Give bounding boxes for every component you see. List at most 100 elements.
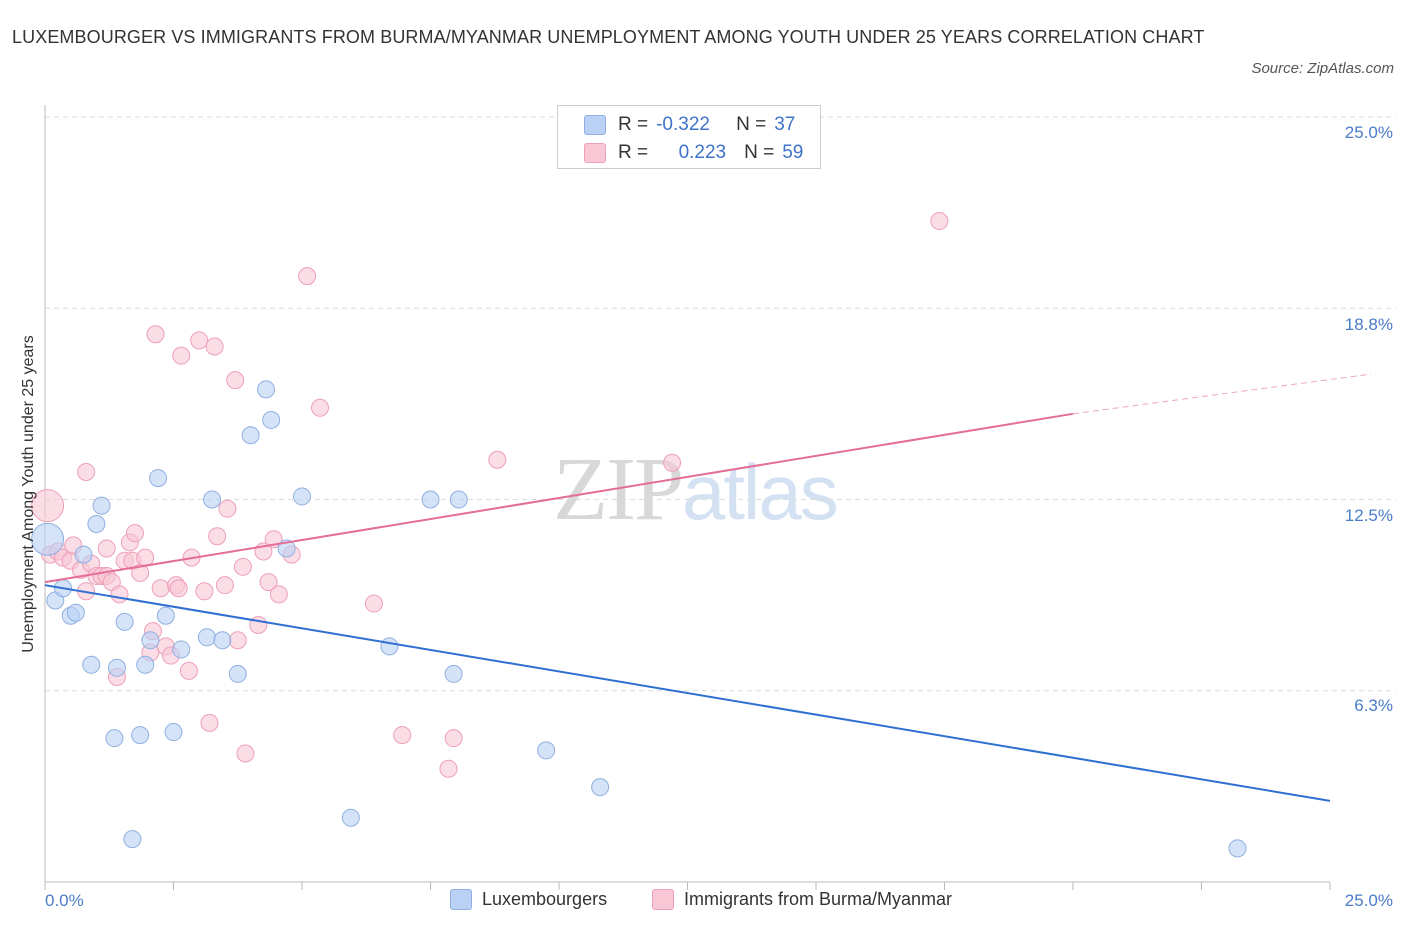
data-point — [439, 759, 458, 778]
data-point — [179, 661, 198, 680]
data-point — [87, 514, 106, 533]
x-tick-label-max: 25.0% — [1344, 891, 1393, 910]
data-point — [203, 490, 222, 509]
axes — [44, 105, 1331, 890]
data-point — [77, 462, 96, 481]
r-value-pink: 0.223 — [678, 142, 727, 163]
legend-item-burma: Immigrants from Burma/Myanmar — [652, 889, 952, 910]
data-point — [364, 594, 383, 613]
data-point — [74, 545, 93, 564]
watermark-atlas: atlas — [682, 448, 839, 536]
data-point — [257, 380, 276, 399]
data-point — [151, 579, 170, 598]
legend-row-blue: R = -0.322 N = 37 — [584, 113, 795, 137]
y-axis-label: Unemployment Among Youth under 25 years — [20, 335, 37, 653]
data-point — [310, 398, 329, 417]
data-point — [241, 426, 260, 445]
r-label: R = — [618, 114, 649, 135]
data-point — [488, 450, 507, 469]
data-point — [190, 331, 209, 350]
data-point — [537, 741, 556, 760]
chart-title: LUXEMBOURGER VS IMMIGRANTS FROM BURMA/MY… — [12, 27, 1205, 47]
blue-swatch — [450, 889, 472, 910]
data-point — [233, 557, 252, 576]
data-point — [269, 585, 288, 604]
data-point — [298, 267, 317, 286]
data-point — [123, 830, 142, 849]
y-tick-label: 18.8% — [1344, 315, 1393, 334]
data-point — [449, 490, 468, 509]
data-point — [172, 640, 191, 659]
data-point — [164, 723, 183, 742]
data-point — [156, 606, 175, 625]
y-tick-label: 25.0% — [1344, 123, 1393, 142]
data-point — [92, 496, 111, 515]
pink-trend-line — [44, 412, 1074, 584]
y-tick-label: 12.5% — [1344, 506, 1393, 525]
data-point — [421, 490, 440, 509]
data-point — [82, 655, 101, 674]
watermark-zip: ZIP — [553, 440, 684, 539]
legend-label-luxembourgers: Luxembourgers — [482, 889, 608, 909]
n-label: N = — [744, 142, 775, 163]
data-point — [205, 337, 224, 356]
data-point — [31, 522, 65, 556]
data-point — [236, 744, 255, 763]
legend-label-burma: Immigrants from Burma/Myanmar — [684, 889, 953, 909]
y-tick-label: 6.3% — [1354, 696, 1393, 715]
n-value-pink: 59 — [782, 142, 804, 163]
pink-series-points — [31, 212, 949, 778]
data-point — [293, 487, 311, 506]
data-point — [105, 729, 124, 748]
data-point — [169, 579, 188, 598]
data-point — [125, 524, 144, 543]
data-point — [136, 655, 155, 674]
data-point — [380, 637, 399, 656]
data-point — [213, 631, 232, 650]
source-label: Source: ZipAtlas.com — [1251, 60, 1394, 77]
blue-series-points — [31, 380, 1247, 858]
data-point — [208, 527, 227, 546]
stats-legend: R = -0.322 N = 37 R = 0.223 N = 59 — [557, 105, 821, 169]
data-point — [172, 346, 191, 365]
data-point — [444, 729, 463, 748]
data-point — [131, 726, 150, 745]
data-point — [226, 371, 245, 390]
data-point — [663, 453, 682, 472]
pink-swatch — [584, 143, 606, 163]
data-point — [136, 548, 155, 567]
data-point — [31, 489, 65, 523]
pink-swatch — [652, 889, 674, 910]
data-point — [141, 631, 160, 650]
data-point — [1228, 839, 1247, 858]
data-point — [107, 658, 126, 677]
x-tick-label-min: 0.0% — [45, 891, 84, 910]
data-point — [341, 808, 360, 827]
data-point — [115, 612, 134, 631]
blue-swatch — [584, 115, 606, 135]
data-point — [228, 631, 247, 650]
data-point — [262, 410, 281, 429]
data-point — [146, 325, 165, 344]
legend-item-luxembourgers: Luxembourgers — [450, 889, 607, 910]
n-value-blue: 37 — [774, 114, 796, 135]
blue-trend-line — [44, 584, 1331, 802]
data-point — [218, 499, 237, 518]
data-point — [197, 628, 216, 647]
data-point — [97, 539, 116, 558]
data-point — [110, 585, 129, 604]
data-point — [200, 713, 219, 732]
pink-trend-extension — [1072, 373, 1372, 415]
data-point — [930, 212, 949, 231]
data-point — [591, 778, 610, 797]
trend-lines — [44, 373, 1372, 802]
n-label: N = — [736, 114, 767, 135]
legend-row-pink: R = 0.223 N = 59 — [584, 141, 803, 165]
data-point — [215, 576, 234, 595]
data-point — [228, 664, 247, 683]
data-point — [149, 469, 168, 488]
data-point — [66, 603, 85, 622]
data-point — [444, 664, 463, 683]
data-point — [259, 573, 278, 592]
